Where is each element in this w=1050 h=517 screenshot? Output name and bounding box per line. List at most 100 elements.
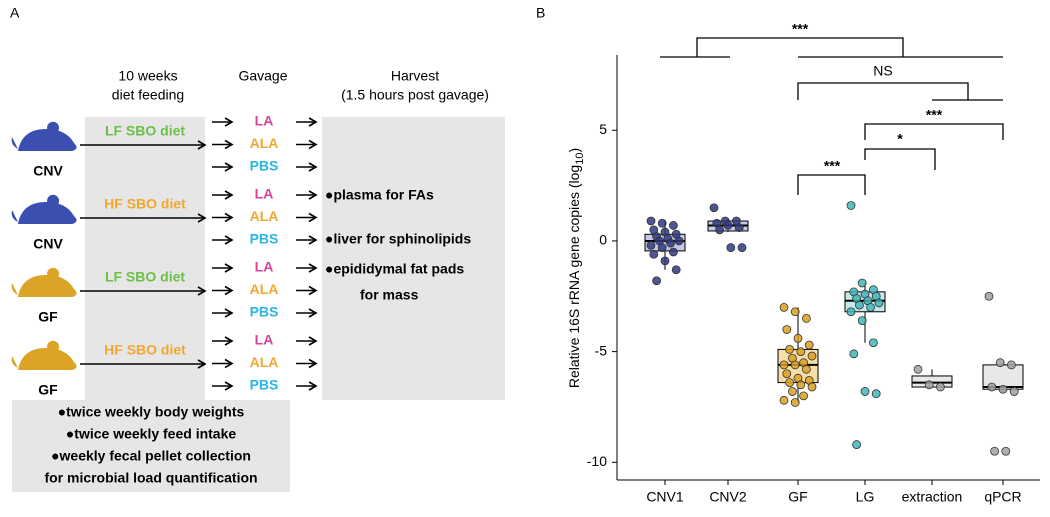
- x-tick-label: extraction: [902, 489, 963, 505]
- point: [709, 203, 719, 213]
- gavage-label: LA: [255, 332, 274, 348]
- header: Gavage: [238, 68, 287, 84]
- arrow-head: [308, 381, 318, 391]
- point: [737, 243, 747, 252]
- arrow-head: [197, 213, 207, 223]
- point: [857, 316, 867, 326]
- point: [849, 349, 859, 359]
- arrow-head: [308, 162, 318, 172]
- significance: ***: [926, 107, 943, 123]
- point: [669, 221, 678, 230]
- significance: ***: [824, 158, 841, 174]
- point: [1009, 387, 1019, 396]
- mouse-icon: [11, 194, 77, 224]
- point: [796, 380, 806, 390]
- gavage-label: ALA: [250, 135, 279, 151]
- point: [990, 446, 999, 456]
- point: [913, 364, 923, 374]
- harvest-item: ●plasma for FAs: [325, 187, 434, 203]
- point: [726, 243, 736, 252]
- point: [674, 236, 684, 246]
- bracket: [797, 82, 1003, 101]
- point: [660, 256, 670, 266]
- monitoring-item: ●twice weekly body weights: [58, 404, 245, 420]
- arrow-head: [308, 308, 318, 318]
- y-axis-title-end: ): [566, 148, 582, 153]
- x-tick-label: LG: [856, 489, 875, 505]
- arrow-head: [224, 336, 234, 346]
- arrow-head: [197, 140, 207, 150]
- point: [671, 265, 681, 275]
- point: [657, 218, 667, 228]
- arrow-head: [308, 117, 318, 127]
- point: [807, 382, 817, 392]
- bracket: [864, 148, 936, 170]
- gavage-label: LA: [255, 186, 274, 202]
- y-axis-title: Relative 16S rRNA gene copies (log10): [566, 148, 586, 388]
- x-tick-label: qPCR: [984, 489, 1021, 505]
- arrow-head: [224, 358, 234, 369]
- monitoring-box: [12, 400, 290, 492]
- arrow-head: [308, 190, 318, 200]
- arrow-head: [197, 286, 207, 296]
- gavage-label: LA: [255, 259, 274, 275]
- bracket: [660, 37, 1003, 58]
- point: [860, 387, 870, 396]
- arrow-head: [308, 263, 318, 273]
- diet-label: LF SBO diet: [105, 269, 185, 285]
- animal-label: GF: [38, 309, 58, 325]
- y-tick-label: 5: [599, 121, 607, 137]
- point: [802, 314, 811, 323]
- point: [936, 382, 945, 392]
- gavage-label: ALA: [250, 208, 279, 224]
- arrow-head: [308, 139, 318, 150]
- mouse-icon: [11, 340, 77, 370]
- arrow-head: [308, 336, 318, 346]
- diet-label: HF SBO diet: [104, 342, 186, 358]
- point: [785, 345, 794, 354]
- point: [799, 391, 808, 401]
- arrow-head: [308, 212, 318, 223]
- gavage-label: PBS: [250, 304, 279, 320]
- point: [924, 380, 934, 390]
- arrow-head: [224, 212, 234, 223]
- point: [723, 221, 733, 230]
- point: [652, 276, 661, 286]
- arrow-head: [224, 117, 234, 127]
- panel-label: A: [10, 5, 20, 21]
- gavage-label: PBS: [250, 377, 279, 393]
- x-tick-label: CNV2: [709, 489, 747, 505]
- gavage-label: PBS: [250, 158, 279, 174]
- monitoring-item: ●twice weekly feed intake: [66, 426, 237, 442]
- y-axis-title-sub: 10: [574, 153, 586, 165]
- arrow-head: [308, 285, 318, 296]
- arrow-head: [308, 358, 318, 369]
- point: [874, 298, 884, 308]
- arrow-head: [224, 263, 234, 273]
- point: [796, 347, 806, 357]
- y-axis-title-text: Relative 16S rRNA gene copies (log: [566, 165, 582, 388]
- arrow-head: [224, 308, 234, 318]
- arrow-head: [224, 235, 234, 245]
- point: [779, 360, 789, 370]
- gavage-label: ALA: [250, 281, 279, 297]
- monitoring-item: for microbial load quantification: [44, 470, 257, 486]
- point: [804, 340, 814, 350]
- point: [855, 300, 864, 310]
- point: [790, 307, 800, 317]
- point: [987, 382, 997, 392]
- monitoring-item: ●weekly fecal pellet collection: [51, 448, 251, 464]
- point: [793, 333, 803, 343]
- significance: NS: [873, 63, 892, 79]
- animal-label: CNV: [33, 163, 63, 179]
- point: [782, 325, 792, 334]
- point: [866, 302, 875, 312]
- panel-label: B: [536, 5, 545, 21]
- point: [869, 338, 878, 348]
- arrow-head: [308, 235, 318, 245]
- point: [790, 360, 800, 370]
- arrow-head: [197, 359, 207, 369]
- point: [779, 302, 789, 312]
- bracket: [797, 174, 866, 195]
